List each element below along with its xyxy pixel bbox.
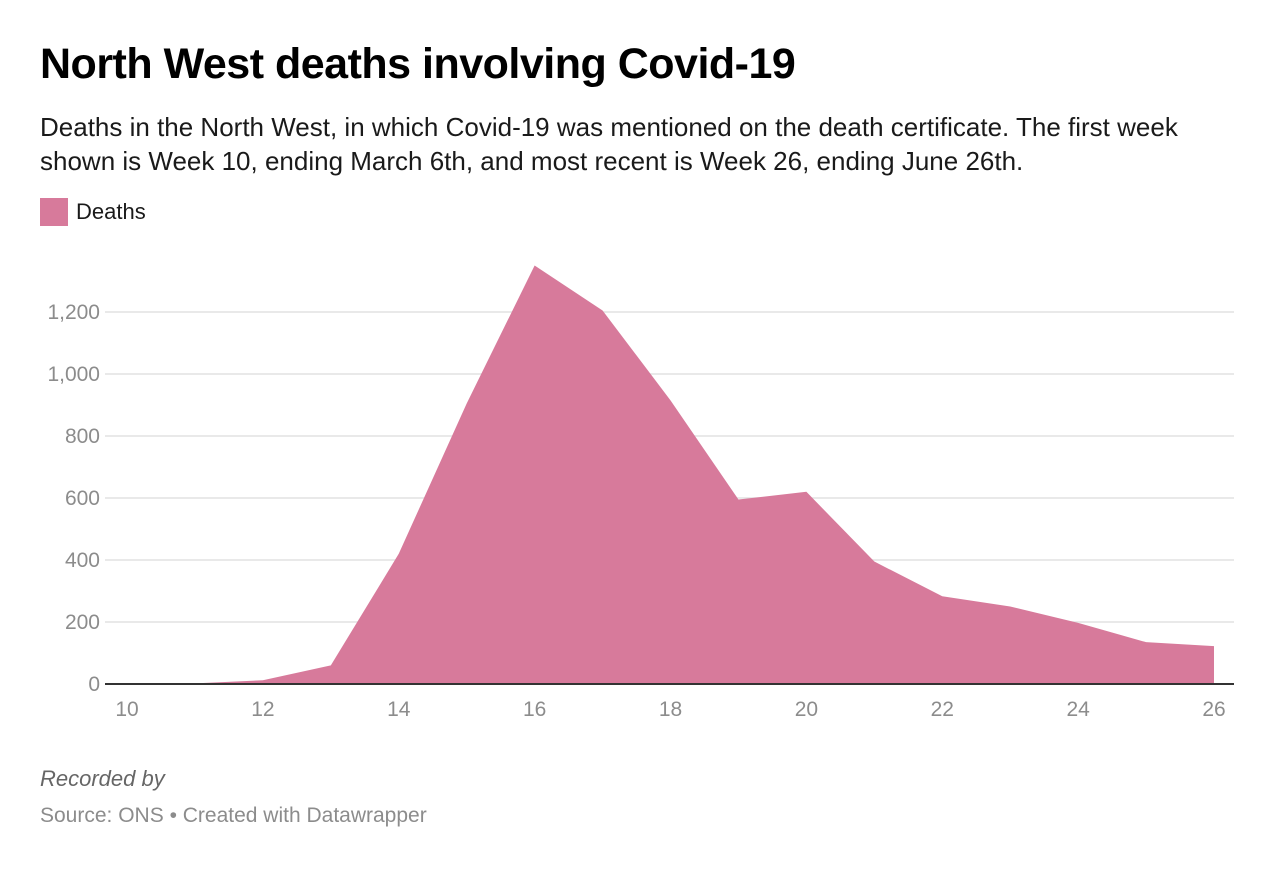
y-tick-label: 1,000	[47, 363, 100, 386]
y-tick-label: 1,200	[47, 301, 100, 324]
chart-note: Recorded by	[40, 766, 165, 791]
source-text: Source: ONS	[40, 804, 164, 827]
x-tick-label: 24	[1066, 698, 1090, 721]
x-tick-label: 20	[795, 698, 818, 721]
y-tick-label: 400	[65, 549, 100, 572]
chart-footer: Source: ONS • Created with Datawrapper	[40, 804, 427, 828]
legend-swatch	[40, 198, 68, 226]
y-tick-label: 0	[88, 673, 100, 696]
x-tick-label: 16	[523, 698, 546, 721]
credit-text: Created with Datawrapper	[182, 804, 427, 827]
deaths-area	[127, 265, 1214, 684]
area-series	[127, 265, 1214, 684]
legend-label: Deaths	[76, 199, 146, 224]
x-tick-label: 12	[251, 698, 274, 721]
x-tick-label: 10	[115, 698, 138, 721]
x-tick-label: 26	[1202, 698, 1225, 721]
y-tick-label: 200	[65, 611, 100, 634]
footer-separator: •	[169, 804, 177, 827]
axes: 0 200 400 600 800 1,000 1,200 10 12 14 16 18 20 22 24 2…	[47, 301, 1234, 721]
chart-subtitle: Deaths in the North West, in which Covid…	[40, 112, 1178, 176]
y-tick-label: 600	[65, 487, 100, 510]
x-tick-label: 14	[387, 698, 411, 721]
y-tick-label: 800	[65, 425, 100, 448]
legend: Deaths	[40, 198, 146, 226]
x-tick-label: 22	[931, 698, 954, 721]
chart-title: North West deaths involving Covid-19	[40, 40, 796, 88]
x-tick-label: 18	[659, 698, 682, 721]
